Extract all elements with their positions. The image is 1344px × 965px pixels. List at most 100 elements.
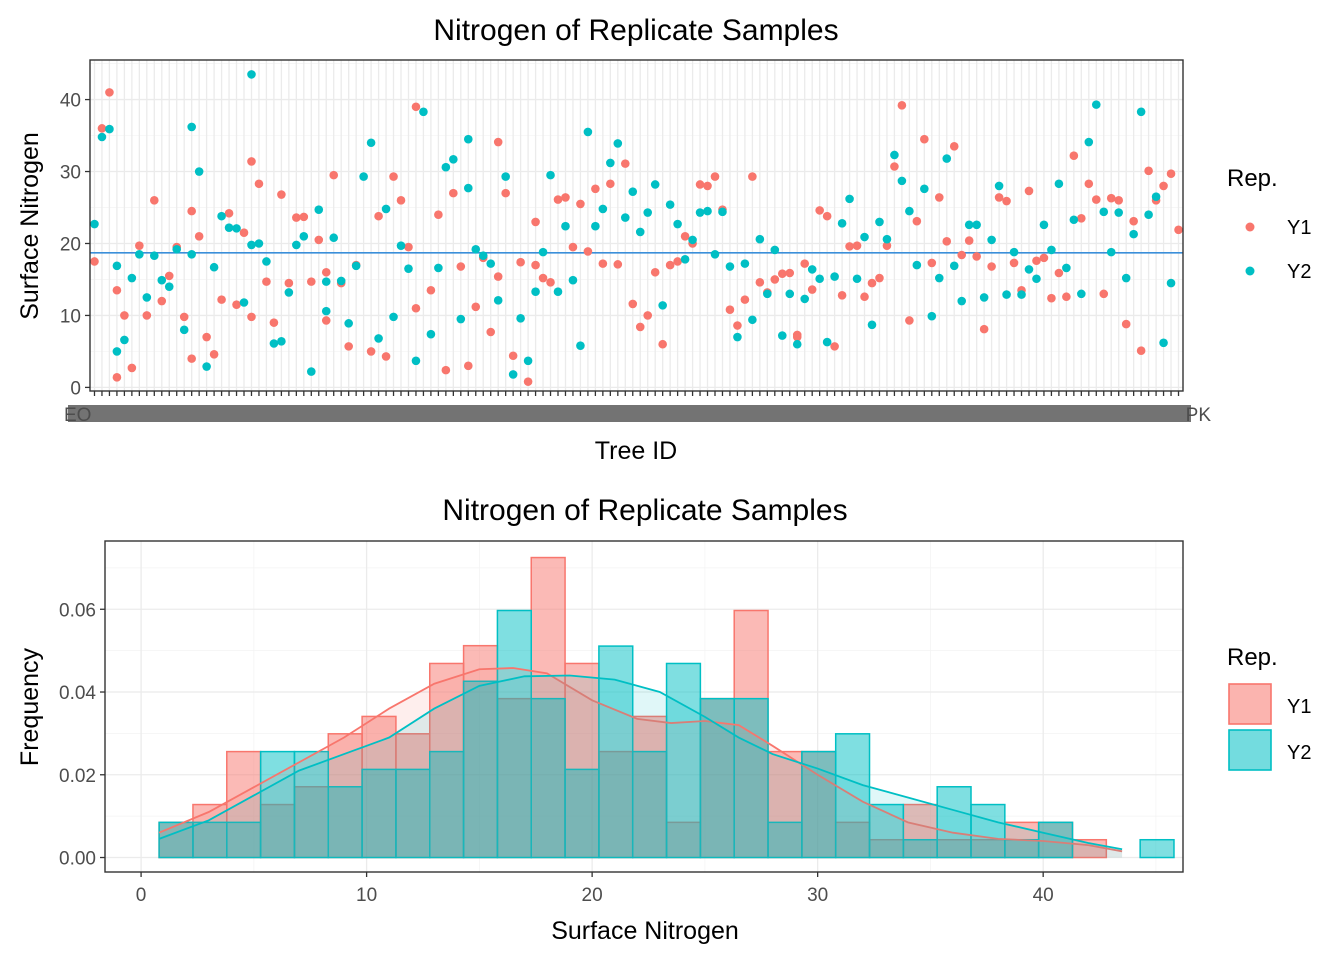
scatter-point: [1077, 214, 1086, 223]
scatter-point: [897, 176, 907, 186]
scatter-point: [217, 295, 226, 304]
scatter-point: [224, 208, 234, 218]
scatter-point: [912, 216, 922, 226]
scatter-point: [703, 181, 712, 191]
scatter-point: [411, 303, 421, 313]
scatter-point: [336, 276, 346, 286]
histogram-y-tick-label: 0.06: [59, 600, 96, 621]
scatter-point: [247, 312, 256, 322]
scatter-point: [1114, 208, 1124, 217]
scatter-point: [164, 271, 174, 281]
scatter-point: [635, 322, 645, 332]
scatter-point: [277, 190, 286, 199]
scatter-point: [606, 158, 615, 168]
histogram-legend-label-y1: Y1: [1287, 696, 1311, 718]
histogram-legend-key-y2: [1228, 729, 1272, 771]
scatter-point: [314, 205, 324, 214]
scatter-x-tick-label-last: PK: [1186, 405, 1212, 426]
scatter-chart: Nitrogen of Replicate Samples 010203040 …: [16, 14, 1311, 465]
scatter-point: [1002, 196, 1011, 206]
scatter-point: [897, 101, 907, 110]
scatter-point: [770, 275, 780, 284]
scatter-point: [748, 172, 757, 181]
scatter-point: [209, 262, 219, 272]
histogram-x-tick-label: 10: [356, 885, 377, 906]
scatter-point: [688, 235, 697, 245]
histogram-legend: Rep. Y1 Y2: [1227, 644, 1311, 771]
scatter-point: [306, 367, 316, 376]
scatter-point: [852, 241, 862, 250]
scatter-point: [553, 195, 563, 204]
scatter-point: [568, 242, 578, 252]
histogram-x-tick-label: 0: [136, 885, 147, 906]
scatter-point: [606, 179, 615, 189]
scatter-point: [1106, 247, 1116, 257]
scatter-point: [501, 172, 510, 181]
histogram-bar: [496, 609, 532, 859]
histogram-bar: [429, 750, 465, 859]
scatter-point: [792, 332, 802, 342]
scatter-point: [508, 351, 518, 361]
scatter-point: [284, 278, 294, 288]
scatter-point: [277, 337, 286, 346]
histogram-bar: [631, 750, 668, 859]
scatter-point: [934, 193, 944, 202]
scatter-point: [942, 154, 952, 163]
scatter-point: [867, 278, 877, 288]
scatter-point: [1069, 151, 1079, 161]
scatter-x-tick-labels-overlap: [68, 405, 1191, 422]
scatter-point: [516, 314, 525, 323]
scatter-x-tick-label-first: EO: [64, 405, 91, 426]
scatter-point: [576, 341, 585, 350]
scatter-point: [1174, 225, 1183, 235]
scatter-point: [501, 188, 510, 198]
scatter-point: [598, 204, 608, 214]
scatter-point: [493, 296, 503, 305]
scatter-point: [837, 219, 847, 228]
scatter-point: [478, 251, 488, 261]
scatter-point: [718, 207, 727, 217]
scatter-point: [643, 311, 653, 320]
scatter-point: [247, 157, 256, 166]
scatter-point: [942, 237, 952, 246]
scatter-point: [987, 235, 996, 245]
scatter-point: [262, 257, 271, 266]
scatter-point: [247, 240, 256, 250]
scatter-point: [538, 273, 548, 283]
scatter-legend-label-y2: Y2: [1287, 261, 1311, 283]
scatter-point: [1151, 192, 1161, 202]
scatter-legend-title: Rep.: [1227, 165, 1278, 192]
scatter-point: [763, 289, 772, 299]
scatter-point: [1091, 195, 1101, 204]
histogram-x-tick-label: 30: [807, 885, 828, 906]
histogram-bar: [936, 786, 972, 859]
scatter-point: [396, 196, 406, 205]
scatter-point: [142, 293, 152, 302]
scatter-point: [1084, 179, 1094, 189]
scatter-y-tick-label: 0: [70, 378, 81, 399]
scatter-point: [269, 318, 279, 327]
histogram-bar: [1139, 838, 1175, 859]
scatter-point: [875, 273, 884, 283]
scatter-point: [1091, 100, 1101, 109]
scatter-point: [449, 188, 458, 198]
scatter-point: [344, 319, 353, 328]
scatter-series-y2: [90, 70, 1176, 379]
scatter-point: [807, 285, 817, 294]
scatter-point: [613, 139, 623, 148]
scatter-point: [314, 235, 324, 245]
scatter-point: [905, 316, 914, 325]
scatter-point: [389, 312, 398, 322]
scatter-point: [112, 347, 122, 356]
scatter-point: [306, 277, 316, 286]
scatter-point: [845, 194, 854, 204]
scatter-point: [725, 262, 735, 271]
scatter-point: [239, 298, 249, 307]
scatter-point: [112, 373, 122, 382]
scatter-point: [523, 356, 533, 366]
scatter-point: [1062, 292, 1071, 302]
histogram-bar: [395, 768, 431, 859]
scatter-point: [920, 184, 929, 194]
histogram-legend-title: Rep.: [1227, 644, 1278, 671]
